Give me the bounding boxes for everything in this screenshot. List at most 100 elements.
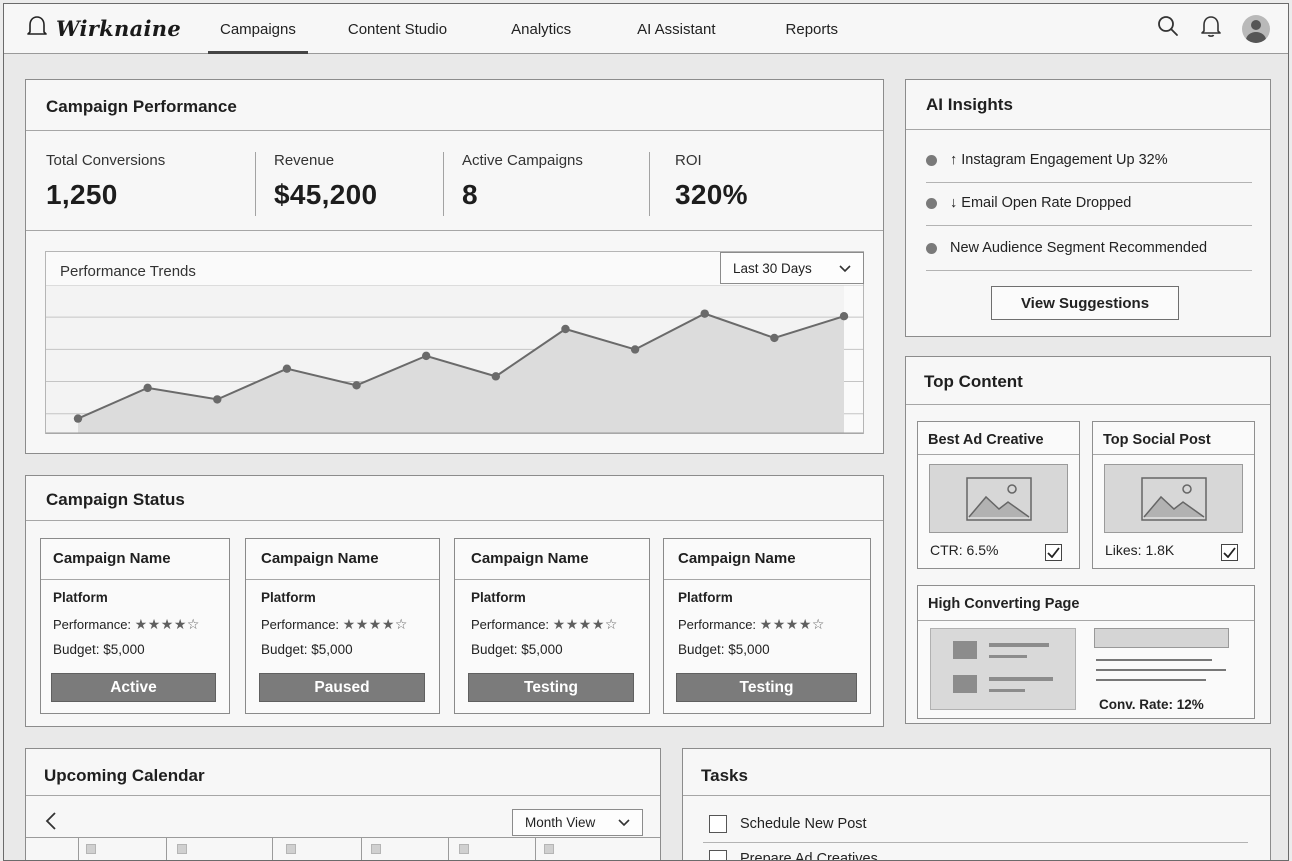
- kpi-value: $45,200: [274, 179, 378, 210]
- status-badge-testing[interactable]: Testing: [676, 673, 857, 702]
- trend-point[interactable]: [491, 372, 501, 381]
- task-item[interactable]: Prepare Ad Creatives: [709, 850, 878, 860]
- performance-trends-chart: Performance Trends Last 30 Days: [45, 251, 864, 434]
- best-ad-creative-card[interactable]: Best Ad Creative CTR: 6.5%: [917, 421, 1080, 569]
- chevron-left-icon[interactable]: [44, 811, 58, 836]
- avatar[interactable]: [1242, 14, 1270, 43]
- page-preview-line: [1096, 679, 1206, 681]
- nav-ai-assistant-label: AI Assistant: [637, 20, 716, 38]
- divider: [664, 579, 870, 580]
- search-icon[interactable]: [1156, 14, 1180, 43]
- nav-campaigns[interactable]: Campaigns: [208, 4, 308, 54]
- bullet-icon: [926, 197, 937, 209]
- date-range-select[interactable]: Last 30 Days: [720, 252, 864, 284]
- campaign-card[interactable]: Campaign Name Platform Performance: ★★★★…: [40, 538, 230, 714]
- calendar-day-cell[interactable]: [459, 844, 469, 854]
- campaign-performance: Performance: ★★★★☆: [261, 616, 408, 633]
- campaign-platform: Platform: [678, 590, 733, 605]
- tasks-panel: Tasks Schedule New Post Prepare Ad Creat…: [682, 748, 1271, 860]
- campaign-budget: Budget: $5,000: [53, 642, 145, 657]
- card-title: Top Social Post: [1103, 432, 1211, 448]
- top-social-checkbox[interactable]: [1221, 544, 1238, 561]
- calendar-column-line: [166, 838, 167, 860]
- best-ad-checkbox[interactable]: [1045, 544, 1062, 561]
- trend-point[interactable]: [143, 383, 152, 393]
- status-badge-testing[interactable]: Testing: [468, 673, 634, 702]
- trend-point[interactable]: [73, 414, 83, 423]
- campaign-name: Campaign Name: [678, 550, 796, 567]
- campaign-platform: Platform: [261, 590, 316, 605]
- trend-point[interactable]: [630, 345, 640, 354]
- performance-label: Performance:: [261, 617, 340, 632]
- campaign-status-panel: Campaign Status Campaign Name Platform P…: [25, 475, 884, 727]
- insight-item[interactable]: ↓ Email Open Rate Dropped: [926, 195, 1252, 211]
- calendar-column-line: [78, 838, 79, 860]
- high-converting-page-card[interactable]: High Converting Page Conv. Rate: 12%: [917, 585, 1255, 719]
- campaign-card[interactable]: Campaign Name Platform Performance: ★★★★…: [454, 538, 650, 714]
- insight-item[interactable]: ↑ Instagram Engagement Up 32%: [926, 152, 1252, 168]
- bullet-icon: [926, 242, 937, 254]
- trend-point[interactable]: [282, 364, 292, 373]
- trend-point[interactable]: [770, 333, 779, 343]
- task-item[interactable]: Schedule New Post: [709, 815, 867, 833]
- trend-point[interactable]: [561, 324, 570, 334]
- calendar-day-cell[interactable]: [371, 844, 381, 854]
- campaign-card[interactable]: Campaign Name Platform Performance: ★★★★…: [245, 538, 440, 714]
- chevron-down-icon: [618, 815, 630, 830]
- page-preview-left: [930, 628, 1076, 710]
- kpi-divider: [443, 152, 444, 216]
- task-label: Schedule New Post: [740, 816, 867, 832]
- status-badge-paused[interactable]: Paused: [259, 673, 425, 702]
- bell-logo-icon: [26, 14, 48, 43]
- nav-reports[interactable]: Reports: [786, 4, 839, 54]
- trend-point[interactable]: [352, 381, 361, 390]
- trend-plot: [46, 285, 863, 434]
- likes-metric: Likes: 1.8K: [1105, 542, 1175, 558]
- calendar-day-cell[interactable]: [86, 844, 96, 854]
- status-badge-active[interactable]: Active: [51, 673, 216, 702]
- panel-title: AI Insights: [926, 95, 1013, 114]
- calendar-day-cell[interactable]: [177, 844, 187, 854]
- kpi-revenue: Revenue $45,200: [274, 152, 377, 211]
- campaign-card[interactable]: Campaign Name Platform Performance: ★★★★…: [663, 538, 871, 714]
- date-range-value: Last 30 Days: [733, 260, 812, 276]
- calendar-day-cell[interactable]: [544, 844, 554, 854]
- bell-icon[interactable]: [1200, 14, 1222, 43]
- checkmark-icon: [1047, 547, 1060, 558]
- nav-analytics[interactable]: Analytics: [511, 4, 571, 54]
- divider: [926, 270, 1252, 271]
- card-title: Best Ad Creative: [928, 432, 1044, 448]
- campaign-performance: Performance: ★★★★☆: [471, 616, 618, 633]
- divider: [41, 579, 229, 580]
- campaign-budget: Budget: $5,000: [471, 642, 563, 657]
- insight-item[interactable]: New Audience Segment Recommended: [926, 240, 1252, 256]
- calendar-day-cell[interactable]: [286, 844, 296, 854]
- kpi-divider: [649, 152, 650, 216]
- logo[interactable]: Wirknaine: [26, 14, 181, 43]
- app-window: Wirknaine Campaigns Content Studio Analy…: [3, 3, 1289, 861]
- task-checkbox[interactable]: [709, 850, 727, 860]
- top-content-panel: Top Content Best Ad Creative CTR: 6.5% T…: [905, 356, 1271, 724]
- trend-point[interactable]: [421, 351, 431, 361]
- kpi-label: Total Conversions: [46, 152, 166, 169]
- campaign-budget: Budget: $5,000: [678, 642, 770, 657]
- calendar-column-line: [448, 838, 449, 860]
- performance-label: Performance:: [678, 617, 757, 632]
- calendar-view-select[interactable]: Month View: [512, 809, 643, 836]
- divider: [26, 520, 883, 521]
- image-placeholder-icon: [1104, 464, 1243, 533]
- campaign-name: Campaign Name: [261, 550, 379, 567]
- conv-rate-metric: Conv. Rate: 12%: [1099, 697, 1204, 712]
- nav-ai-assistant[interactable]: AI Assistant: [637, 4, 715, 54]
- kpi-value: 320%: [675, 179, 748, 210]
- view-suggestions-button[interactable]: View Suggestions: [991, 286, 1179, 320]
- trend-point[interactable]: [213, 395, 222, 404]
- task-checkbox[interactable]: [709, 815, 727, 833]
- trend-point[interactable]: [700, 309, 709, 318]
- kpi-label: Revenue: [274, 152, 335, 169]
- nav-content-studio[interactable]: Content Studio: [348, 4, 447, 54]
- kpi-divider: [255, 152, 256, 216]
- top-social-post-card[interactable]: Top Social Post Likes: 1.8K: [1092, 421, 1255, 569]
- kpi-total-conversions: Total Conversions 1,250: [46, 152, 165, 211]
- trend-point[interactable]: [839, 312, 849, 321]
